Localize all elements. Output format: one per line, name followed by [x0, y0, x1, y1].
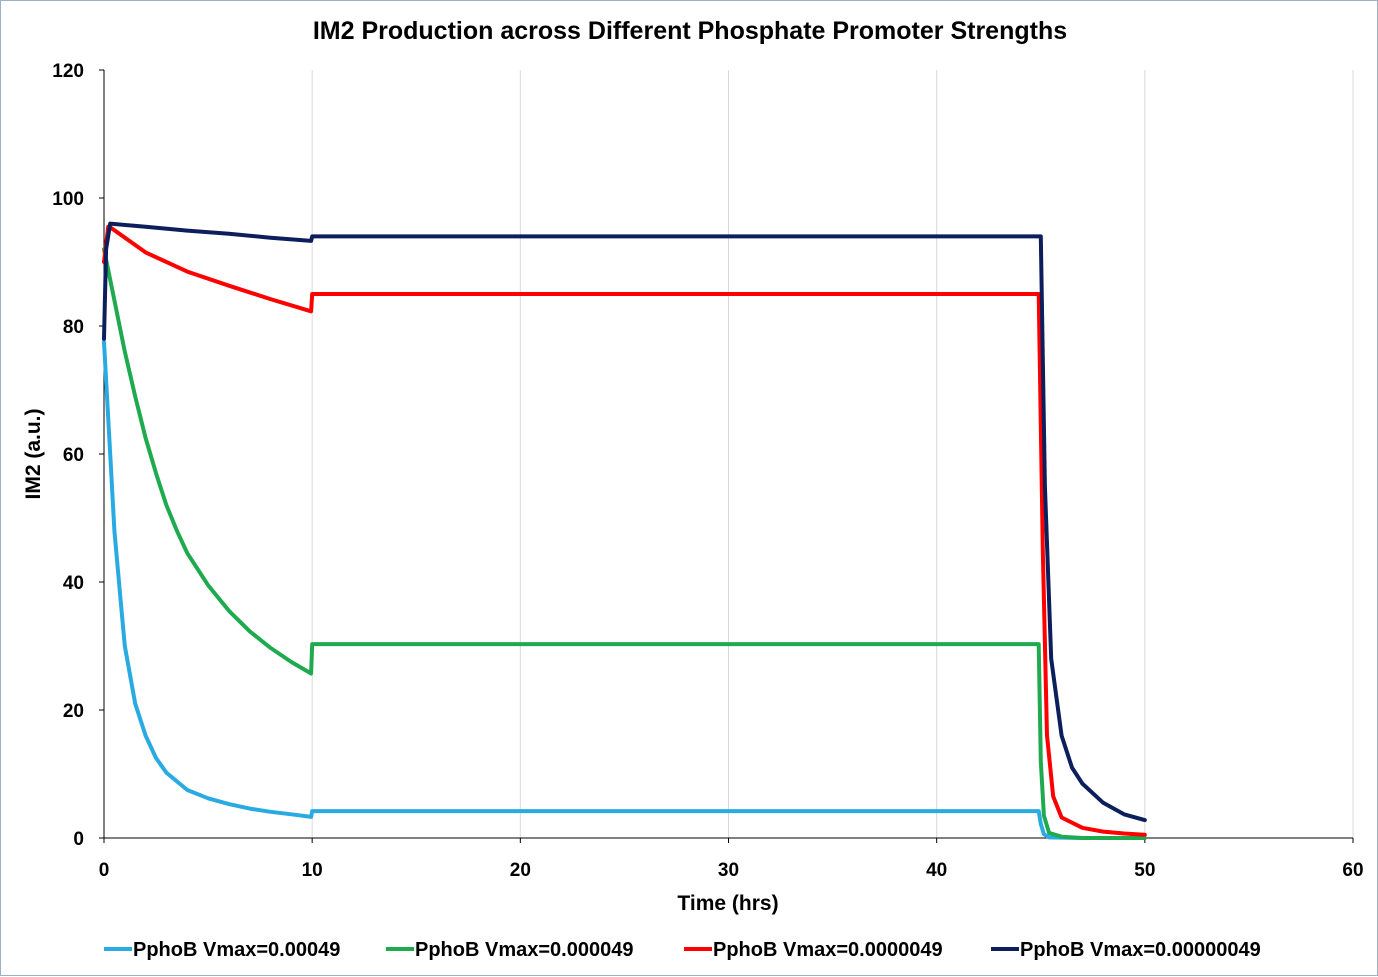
- x-tick-label: 20: [510, 860, 531, 881]
- legend-label-1: PphoB Vmax=0.00049: [133, 939, 340, 961]
- series-line-4: [102, 221, 1147, 823]
- series-lines: [102, 221, 1147, 840]
- y-tick-label: 40: [63, 573, 84, 594]
- x-tick-labels: 0 10 20 30 40 50 60: [99, 860, 1364, 881]
- gridlines: [311, 70, 1354, 838]
- legend-label-3: PphoB Vmax=0.0000049: [713, 939, 943, 961]
- x-tick-label: 40: [926, 860, 947, 881]
- y-tick-label: 0: [73, 829, 84, 850]
- legend: PphoB Vmax=0.00049 PphoB Vmax=0.000049 Pph…: [104, 939, 1261, 961]
- y-tick-label: 120: [52, 61, 84, 82]
- series-line-2: [102, 247, 1147, 840]
- x-axis-label: Time (hrs): [677, 892, 778, 915]
- y-tick-label: 20: [63, 701, 84, 722]
- y-tick-label: 60: [63, 445, 84, 466]
- x-tick-label: 60: [1342, 860, 1363, 881]
- x-tick-label: 30: [718, 860, 739, 881]
- legend-label-2: PphoB Vmax=0.000049: [415, 939, 633, 961]
- y-axis-label: IM2 (a.u.): [22, 408, 45, 499]
- y-tick-label: 100: [52, 189, 84, 210]
- x-tick-label: 10: [302, 860, 323, 881]
- y-tick-labels: 0 20 40 60 80 100 120: [52, 61, 84, 850]
- legend-label-4: PphoB Vmax=0.00000049: [1020, 939, 1261, 961]
- series-line-3: [102, 224, 1147, 837]
- chart-title: IM2 Production across Different Phosphat…: [313, 17, 1067, 45]
- x-tick-label: 0: [99, 860, 110, 881]
- y-tick-label: 80: [63, 317, 84, 338]
- series-line-1: [102, 340, 1147, 840]
- x-tick-label: 50: [1134, 860, 1155, 881]
- axes: [99, 69, 1354, 843]
